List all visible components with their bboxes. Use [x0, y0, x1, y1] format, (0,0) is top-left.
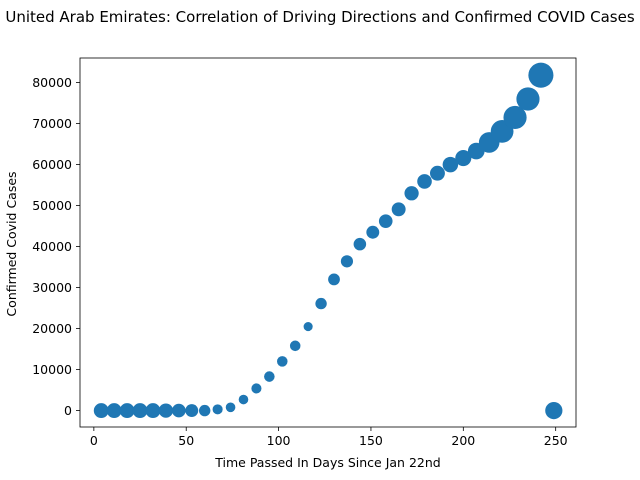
data-point-20 [353, 237, 367, 251]
data-point-23 [391, 202, 406, 217]
data-point-11 [238, 394, 249, 405]
x-tick-label: 200 [451, 433, 475, 448]
y-tick-label: 70000 [32, 116, 72, 131]
y-tick-label: 10000 [32, 362, 72, 377]
x-tick-label: 0 [90, 433, 98, 448]
data-point-13 [264, 371, 275, 382]
data-point-24 [404, 186, 419, 201]
data-point-10 [225, 402, 236, 413]
data-point-22 [378, 214, 393, 228]
y-tick-label: 20000 [32, 321, 72, 336]
data-point-33 [516, 87, 540, 111]
data-point-16 [303, 321, 313, 332]
plot-frame [79, 57, 577, 428]
data-point-1 [106, 403, 122, 419]
data-point-34 [528, 62, 554, 88]
data-point-8 [199, 404, 211, 417]
y-tick-label: 40000 [32, 239, 72, 254]
x-tick-label: 250 [544, 433, 568, 448]
data-point-35 [545, 401, 563, 420]
data-point-15 [289, 340, 301, 352]
data-point-4 [145, 403, 161, 419]
y-tick-label: 0 [64, 403, 72, 418]
y-tick-label: 60000 [32, 157, 72, 172]
data-point-7 [185, 404, 199, 418]
data-point-0 [93, 403, 109, 419]
data-point-32 [503, 105, 527, 130]
data-point-2 [119, 403, 135, 419]
data-point-14 [277, 356, 288, 367]
y-tick-label: 50000 [32, 198, 72, 213]
data-point-12 [251, 383, 262, 394]
chart-title: United Arab Emirates: Correlation of Dri… [5, 8, 634, 26]
x-axis-label: Time Passed In Days Since Jan 22nd [214, 455, 440, 470]
data-point-5 [158, 403, 174, 418]
data-point-9 [212, 404, 223, 415]
data-point-6 [172, 403, 186, 418]
axes-layer: 0 50 100 150 200 250 0 10000 20000 30000 40000 5000… [32, 57, 577, 448]
data-point-21 [366, 225, 380, 239]
data-point-19 [340, 255, 354, 268]
points-layer [93, 62, 563, 420]
x-tick-label: 50 [178, 433, 194, 448]
y-tick-label: 80000 [32, 75, 72, 90]
data-point-17 [315, 297, 327, 310]
x-tick-label: 100 [267, 433, 291, 448]
data-point-3 [132, 403, 148, 419]
data-point-25 [417, 174, 432, 189]
data-point-26 [430, 165, 445, 181]
y-tick-label: 30000 [32, 280, 72, 295]
data-point-27 [442, 156, 459, 173]
x-tick-label: 150 [359, 433, 383, 448]
y-axis-label: Confirmed Covid Cases [4, 171, 19, 316]
data-point-18 [328, 273, 340, 286]
data-point-28 [455, 149, 472, 167]
